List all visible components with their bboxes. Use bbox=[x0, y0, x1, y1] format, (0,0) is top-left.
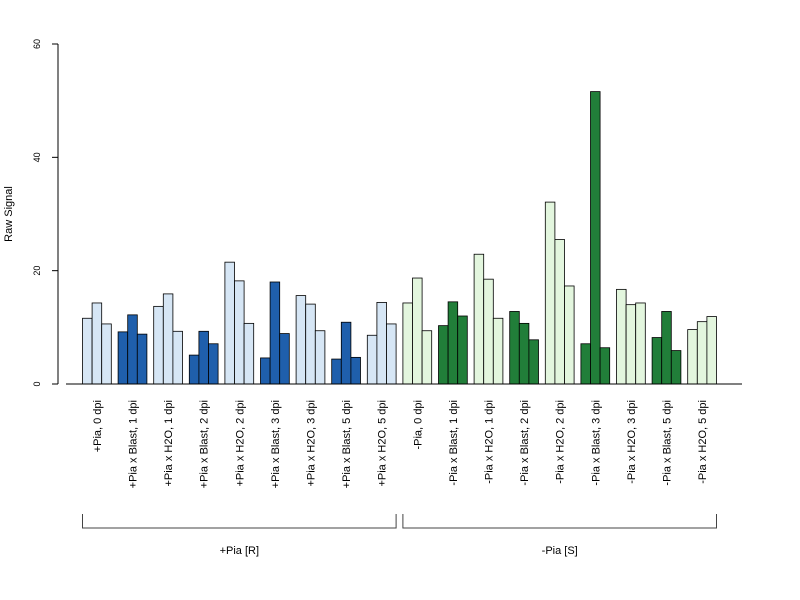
bar bbox=[509, 311, 520, 385]
bar bbox=[483, 278, 494, 385]
bar bbox=[386, 323, 397, 385]
bar bbox=[91, 302, 103, 385]
y-axis: 0 20 40 60 bbox=[32, 39, 59, 387]
bar bbox=[518, 322, 530, 385]
category-label: +Pia x Blast, 2 dpi bbox=[199, 400, 211, 488]
group-label: -Pia [S] bbox=[542, 545, 578, 557]
category-label: +Pia x H2O, 3 dpi bbox=[306, 400, 318, 487]
bar bbox=[625, 304, 637, 385]
bar bbox=[279, 333, 290, 385]
category-label: +Pia x H2O, 5 dpi bbox=[377, 400, 389, 487]
bar bbox=[117, 331, 129, 385]
category-label: -Pia x H2O, 1 dpi bbox=[484, 400, 496, 484]
category-label: +Pia x H2O, 2 dpi bbox=[234, 400, 246, 487]
group-brackets: +Pia [R] -Pia [S] bbox=[82, 514, 717, 557]
bar bbox=[661, 311, 672, 385]
category-labels: +Pia, 0 dpi +Pia x Blast, 1 dpi +Pia x H2O… bbox=[92, 400, 709, 488]
bar bbox=[438, 325, 449, 385]
bar bbox=[696, 321, 708, 385]
category-label: -Pia x H2O, 3 dpi bbox=[626, 400, 638, 484]
bar bbox=[635, 302, 646, 385]
bar bbox=[208, 343, 219, 385]
bar bbox=[412, 277, 423, 385]
bar bbox=[599, 347, 611, 385]
y-tick-label: 0 bbox=[32, 381, 42, 386]
bar bbox=[564, 285, 575, 385]
category-label: +Pia x Blast, 5 dpi bbox=[341, 400, 353, 488]
category-label: +Pia, 0 dpi bbox=[92, 400, 104, 452]
bar bbox=[544, 201, 556, 385]
bar bbox=[136, 333, 148, 385]
bar bbox=[314, 330, 326, 385]
bar bbox=[172, 330, 183, 385]
bar bbox=[492, 317, 504, 385]
bar bbox=[376, 301, 387, 385]
bar bbox=[305, 303, 316, 385]
category-label: -Pia x Blast, 2 dpi bbox=[519, 400, 531, 486]
bar bbox=[188, 354, 200, 385]
category-label: +Pia x Blast, 3 dpi bbox=[270, 400, 282, 488]
bar bbox=[260, 357, 271, 385]
bar bbox=[269, 281, 281, 385]
bar bbox=[580, 343, 591, 385]
bar bbox=[331, 358, 342, 385]
category-label: -Pia x H2O, 5 dpi bbox=[697, 400, 709, 484]
bar bbox=[651, 337, 663, 385]
category-label: -Pia x Blast, 5 dpi bbox=[662, 400, 674, 486]
bar bbox=[127, 314, 138, 385]
bar bbox=[82, 317, 93, 385]
y-tick-label: 60 bbox=[32, 39, 42, 49]
bar bbox=[554, 239, 565, 385]
bar bbox=[473, 253, 485, 385]
bar bbox=[340, 321, 352, 385]
group-label: +Pia [R] bbox=[220, 545, 259, 557]
bar bbox=[234, 280, 245, 385]
bar bbox=[670, 350, 682, 385]
bars bbox=[82, 91, 717, 385]
bar bbox=[295, 295, 307, 385]
bar bbox=[447, 301, 459, 385]
bar bbox=[224, 261, 235, 385]
bar bbox=[590, 91, 601, 385]
bar bbox=[706, 316, 717, 385]
bar bbox=[350, 356, 361, 385]
group-bracket bbox=[402, 514, 717, 529]
bar bbox=[687, 329, 698, 385]
bar bbox=[101, 323, 112, 385]
y-tick-label: 40 bbox=[32, 152, 42, 162]
bar bbox=[366, 334, 378, 385]
bar bbox=[421, 330, 433, 385]
y-tick-label: 20 bbox=[32, 266, 42, 276]
group-bracket bbox=[82, 514, 397, 529]
bar bbox=[616, 288, 627, 385]
category-label: +Pia x Blast, 1 dpi bbox=[128, 400, 140, 488]
category-label: -Pia x H2O, 2 dpi bbox=[555, 400, 567, 484]
bar bbox=[457, 315, 468, 385]
category-label: -Pia x Blast, 3 dpi bbox=[590, 400, 602, 486]
category-label: -Pia, 0 dpi bbox=[412, 400, 424, 450]
bar bbox=[198, 330, 209, 385]
category-label: +Pia x H2O, 1 dpi bbox=[163, 400, 175, 487]
bar bbox=[162, 293, 174, 385]
bar bbox=[153, 305, 164, 385]
y-axis-title: Raw Signal bbox=[3, 186, 15, 242]
bar bbox=[402, 302, 413, 385]
bar bbox=[528, 339, 539, 385]
category-label: -Pia x Blast, 1 dpi bbox=[448, 400, 460, 486]
bar bbox=[243, 322, 255, 385]
